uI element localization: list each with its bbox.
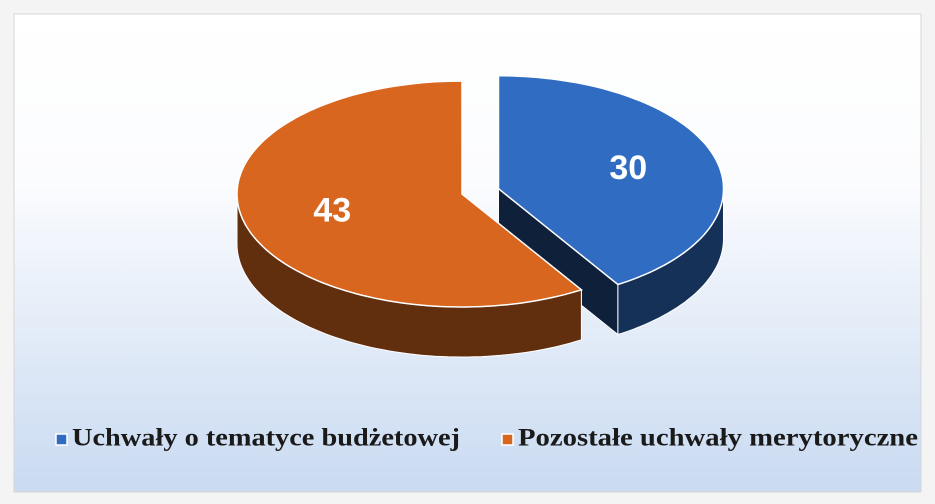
legend-label: Uchwały o tematyce budżetowej — [72, 425, 460, 452]
slice — [236, 80, 583, 308]
legend-label: Pozostałe uchwały merytoryczne — [518, 425, 918, 452]
pie: 30 43 — [236, 74, 725, 358]
legend-marker — [501, 433, 514, 446]
legend-marker — [55, 433, 68, 446]
legend: Uchwały o tematyce budżetowej Pozostałe u… — [55, 425, 918, 452]
value-label: 30 — [609, 149, 647, 187]
value-label: 43 — [313, 192, 351, 230]
slice — [497, 74, 725, 286]
